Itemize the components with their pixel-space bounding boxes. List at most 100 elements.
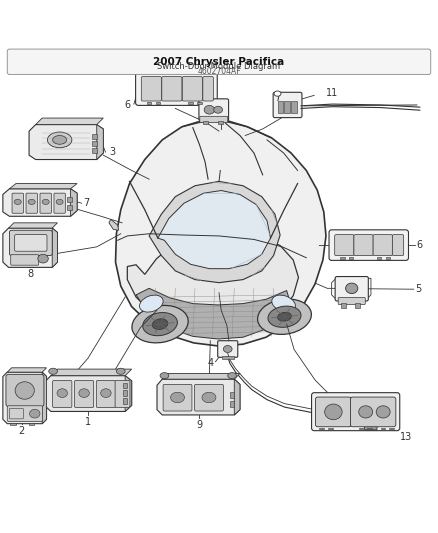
Ellipse shape <box>143 312 177 336</box>
Text: 9: 9 <box>196 420 202 430</box>
Ellipse shape <box>160 373 169 379</box>
Polygon shape <box>42 372 46 424</box>
Text: 6: 6 <box>417 240 423 249</box>
FancyBboxPatch shape <box>14 235 47 251</box>
Ellipse shape <box>47 132 72 148</box>
Polygon shape <box>109 220 119 230</box>
Bar <box>155 102 160 104</box>
Polygon shape <box>10 183 77 189</box>
Bar <box>355 303 360 308</box>
Text: 10: 10 <box>193 89 205 99</box>
Polygon shape <box>29 125 103 159</box>
FancyBboxPatch shape <box>12 193 23 213</box>
FancyBboxPatch shape <box>6 374 44 407</box>
FancyBboxPatch shape <box>338 297 365 304</box>
Bar <box>319 427 324 430</box>
Bar <box>29 423 34 425</box>
FancyBboxPatch shape <box>373 235 392 256</box>
Ellipse shape <box>14 199 21 205</box>
Bar <box>341 303 346 308</box>
Polygon shape <box>127 234 298 334</box>
FancyBboxPatch shape <box>162 77 182 101</box>
Ellipse shape <box>223 345 232 352</box>
Polygon shape <box>125 376 132 411</box>
Polygon shape <box>158 190 271 269</box>
Text: 8: 8 <box>27 269 33 279</box>
FancyBboxPatch shape <box>200 116 228 123</box>
Bar <box>123 398 127 403</box>
Ellipse shape <box>152 319 168 329</box>
FancyBboxPatch shape <box>11 255 39 265</box>
Text: 7: 7 <box>83 198 89 208</box>
Ellipse shape <box>56 199 63 205</box>
FancyBboxPatch shape <box>329 230 409 261</box>
Ellipse shape <box>214 106 223 113</box>
Bar <box>381 427 385 430</box>
Bar <box>123 383 127 388</box>
FancyBboxPatch shape <box>311 393 400 431</box>
Text: 4602704AF: 4602704AF <box>197 67 241 76</box>
FancyBboxPatch shape <box>74 381 94 408</box>
Ellipse shape <box>53 135 67 144</box>
FancyBboxPatch shape <box>364 420 377 430</box>
Bar <box>367 427 372 430</box>
Bar <box>386 257 390 259</box>
Ellipse shape <box>325 404 342 420</box>
Bar <box>359 427 363 430</box>
FancyBboxPatch shape <box>40 193 51 213</box>
Polygon shape <box>35 118 103 125</box>
Ellipse shape <box>376 406 390 418</box>
Ellipse shape <box>15 382 34 399</box>
FancyBboxPatch shape <box>392 235 404 256</box>
Ellipse shape <box>359 406 373 418</box>
Ellipse shape <box>228 373 237 379</box>
Bar <box>340 257 345 259</box>
Ellipse shape <box>346 283 358 294</box>
Text: 5: 5 <box>416 284 422 294</box>
Ellipse shape <box>268 306 301 327</box>
Ellipse shape <box>272 295 295 312</box>
Ellipse shape <box>132 305 188 343</box>
Ellipse shape <box>28 199 35 205</box>
Text: 13: 13 <box>400 432 413 441</box>
Ellipse shape <box>278 312 291 321</box>
Polygon shape <box>116 120 326 346</box>
Ellipse shape <box>140 295 163 312</box>
Polygon shape <box>7 368 46 372</box>
FancyBboxPatch shape <box>10 230 52 256</box>
FancyBboxPatch shape <box>203 77 213 101</box>
FancyBboxPatch shape <box>218 341 238 357</box>
Ellipse shape <box>29 409 40 418</box>
Text: 4: 4 <box>208 358 214 368</box>
FancyBboxPatch shape <box>354 235 373 256</box>
FancyBboxPatch shape <box>273 92 302 118</box>
Ellipse shape <box>117 368 125 374</box>
FancyBboxPatch shape <box>26 193 37 213</box>
Ellipse shape <box>57 389 67 398</box>
Text: 2007 Chrysler Pacifica: 2007 Chrysler Pacifica <box>153 56 285 67</box>
Ellipse shape <box>38 254 48 263</box>
Bar <box>230 401 234 407</box>
FancyBboxPatch shape <box>136 72 217 106</box>
FancyBboxPatch shape <box>315 397 351 427</box>
FancyBboxPatch shape <box>335 277 368 301</box>
Polygon shape <box>51 369 132 376</box>
Bar <box>203 120 208 124</box>
FancyBboxPatch shape <box>10 408 23 419</box>
Bar <box>67 197 72 202</box>
FancyBboxPatch shape <box>141 77 161 101</box>
FancyBboxPatch shape <box>350 397 396 427</box>
Polygon shape <box>97 125 103 159</box>
FancyBboxPatch shape <box>199 99 229 120</box>
Bar <box>291 101 297 113</box>
Text: 6: 6 <box>124 100 131 110</box>
Polygon shape <box>9 223 57 228</box>
Bar <box>230 392 234 398</box>
FancyBboxPatch shape <box>7 406 42 422</box>
FancyBboxPatch shape <box>335 235 354 256</box>
FancyBboxPatch shape <box>54 193 65 213</box>
FancyBboxPatch shape <box>163 384 192 411</box>
Ellipse shape <box>42 199 49 205</box>
Bar <box>92 141 97 146</box>
Polygon shape <box>234 379 240 415</box>
